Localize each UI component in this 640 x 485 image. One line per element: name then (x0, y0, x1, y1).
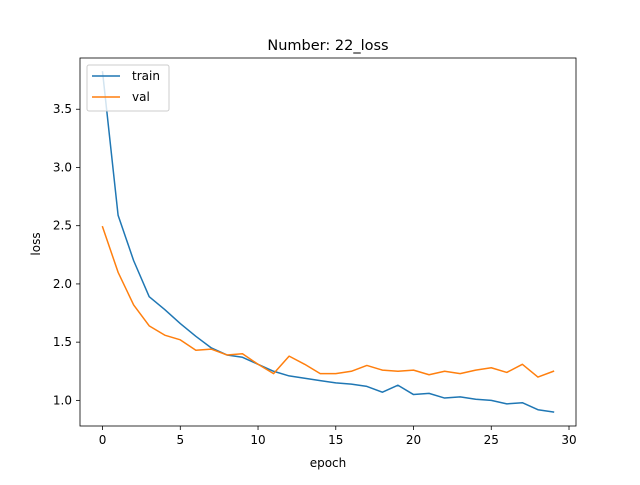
y-tick-label-3.5: 3.5 (53, 102, 72, 116)
x-tick-label-25: 25 (484, 433, 499, 447)
x-tick-label-20: 20 (406, 433, 421, 447)
legend: train val (86, 64, 170, 112)
x-axis-label: epoch (310, 456, 347, 470)
series-line-val (101, 225, 555, 378)
x-tick-label-5: 5 (176, 433, 184, 447)
chart-title: Number: 22_loss (267, 38, 388, 54)
series-line-train (101, 71, 555, 413)
plot-frame (79, 57, 577, 427)
x-tick-label-15: 15 (328, 433, 343, 447)
y-tick-label-1.0: 1.0 (53, 393, 72, 407)
y-tick-label-2.0: 2.0 (53, 277, 72, 291)
x-tick-label-30: 30 (561, 433, 576, 447)
x-tick-label-10: 10 (250, 433, 265, 447)
legend-label-val: val (132, 90, 150, 104)
y-tick-label-2.5: 2.5 (53, 219, 72, 233)
legend-label-train: train (132, 69, 160, 83)
y-tick-label-3.0: 3.0 (53, 160, 72, 174)
x-tick-label-0: 0 (99, 433, 107, 447)
y-axis-label: loss (29, 232, 43, 255)
y-tick-label-1.5: 1.5 (53, 335, 72, 349)
